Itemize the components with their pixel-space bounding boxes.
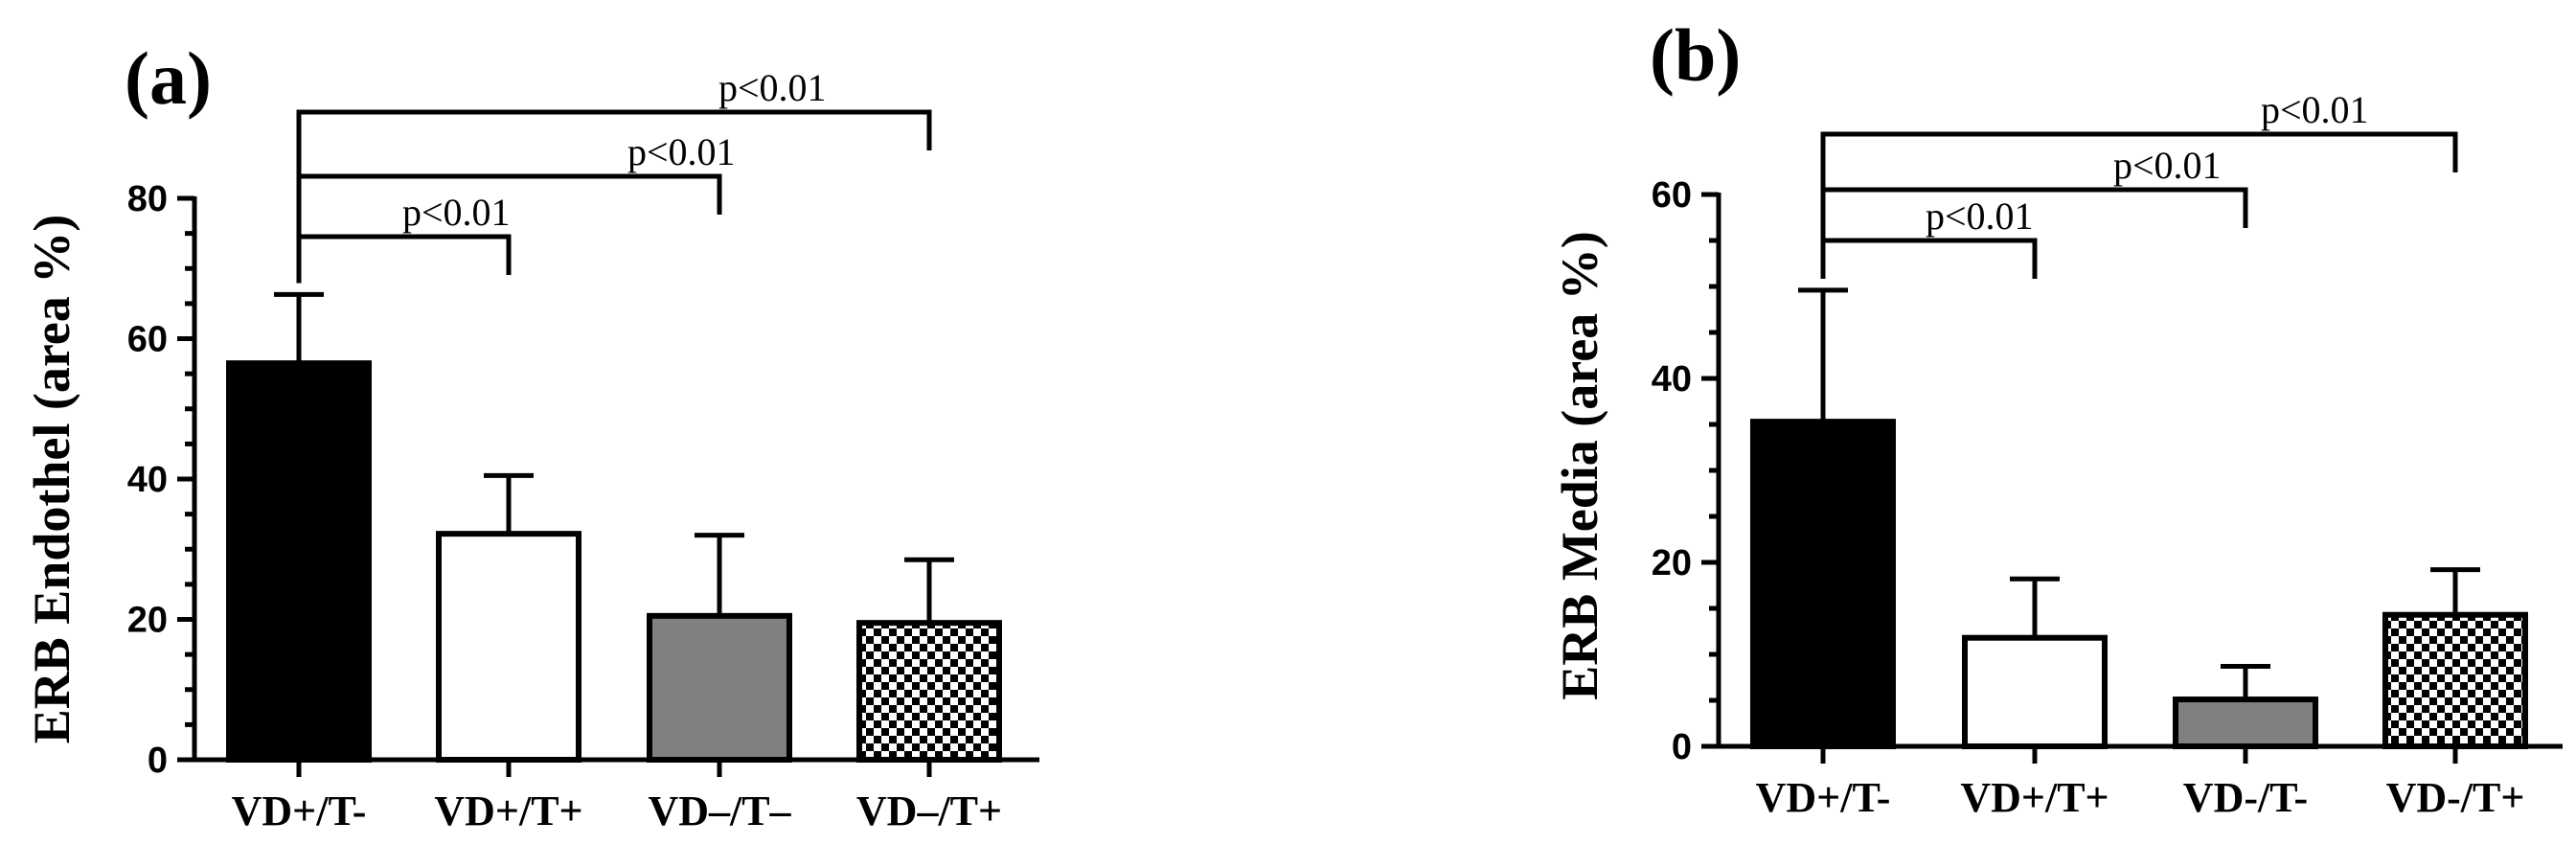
y-tick-label: 60	[1652, 175, 1692, 216]
y-tick-label: 0	[1672, 727, 1692, 767]
bar-vd-t-	[1750, 419, 1896, 749]
bar-vd-t-	[2382, 611, 2528, 749]
significance-bracket	[1820, 187, 2248, 228]
significance-label: p<0.01	[718, 66, 827, 109]
y-axis-label: ERB Endothel (area %)	[23, 215, 80, 744]
y-tick-label: 20	[127, 601, 168, 641]
significance-bracket	[296, 234, 512, 284]
bar-vd-t-	[1962, 634, 2108, 749]
x-tick-label: VD-/T-	[2183, 774, 2308, 821]
bar-vd-t-	[2173, 697, 2318, 749]
y-tick-label: 60	[127, 320, 168, 360]
y-tick-label: 20	[1652, 543, 1692, 583]
chart-panel-a: (a) ERB Endothel (area %) p<0.01 p<0.01 p<…	[23, 36, 1039, 834]
bar-vd-t-	[856, 620, 1002, 763]
x-tick-label: VD-/T+	[2386, 774, 2525, 821]
significance-label: p<0.01	[627, 130, 736, 173]
panel-label: (a)	[125, 36, 212, 120]
y-tick-label: 0	[148, 741, 168, 781]
significance-label: p<0.01	[2261, 88, 2369, 131]
x-tick-label: VD+/T+	[434, 788, 582, 834]
panel-label: (b)	[1650, 13, 1741, 97]
bar-vd-t-	[647, 612, 792, 764]
x-tick-label: VD–/T+	[856, 788, 1002, 834]
x-tick-label: VD–/T–	[648, 788, 791, 834]
y-axis-label: ERB Media (area %)	[1551, 231, 1608, 699]
x-tick-label: VD+/T-	[232, 788, 367, 834]
y-tick-label: 40	[127, 460, 168, 500]
significance-label: p<0.01	[1926, 194, 2034, 238]
significance-label: p<0.01	[402, 191, 511, 234]
x-tick-label: VD+/T-	[1756, 774, 1891, 821]
significance-bracket	[1820, 238, 2038, 279]
y-tick-label: 80	[127, 179, 168, 219]
y-tick-label: 40	[1652, 359, 1692, 400]
bar-vd-t-	[226, 360, 372, 763]
x-tick-label: VD+/T+	[1960, 774, 2109, 821]
significance-bracket	[296, 109, 932, 150]
significance-label: p<0.01	[2113, 144, 2222, 187]
chart-panel-b: (b) ERB Media (area %) p<0.01 p<0.01 p<0.0…	[1551, 13, 2563, 821]
bar-vd-t-	[436, 531, 581, 764]
